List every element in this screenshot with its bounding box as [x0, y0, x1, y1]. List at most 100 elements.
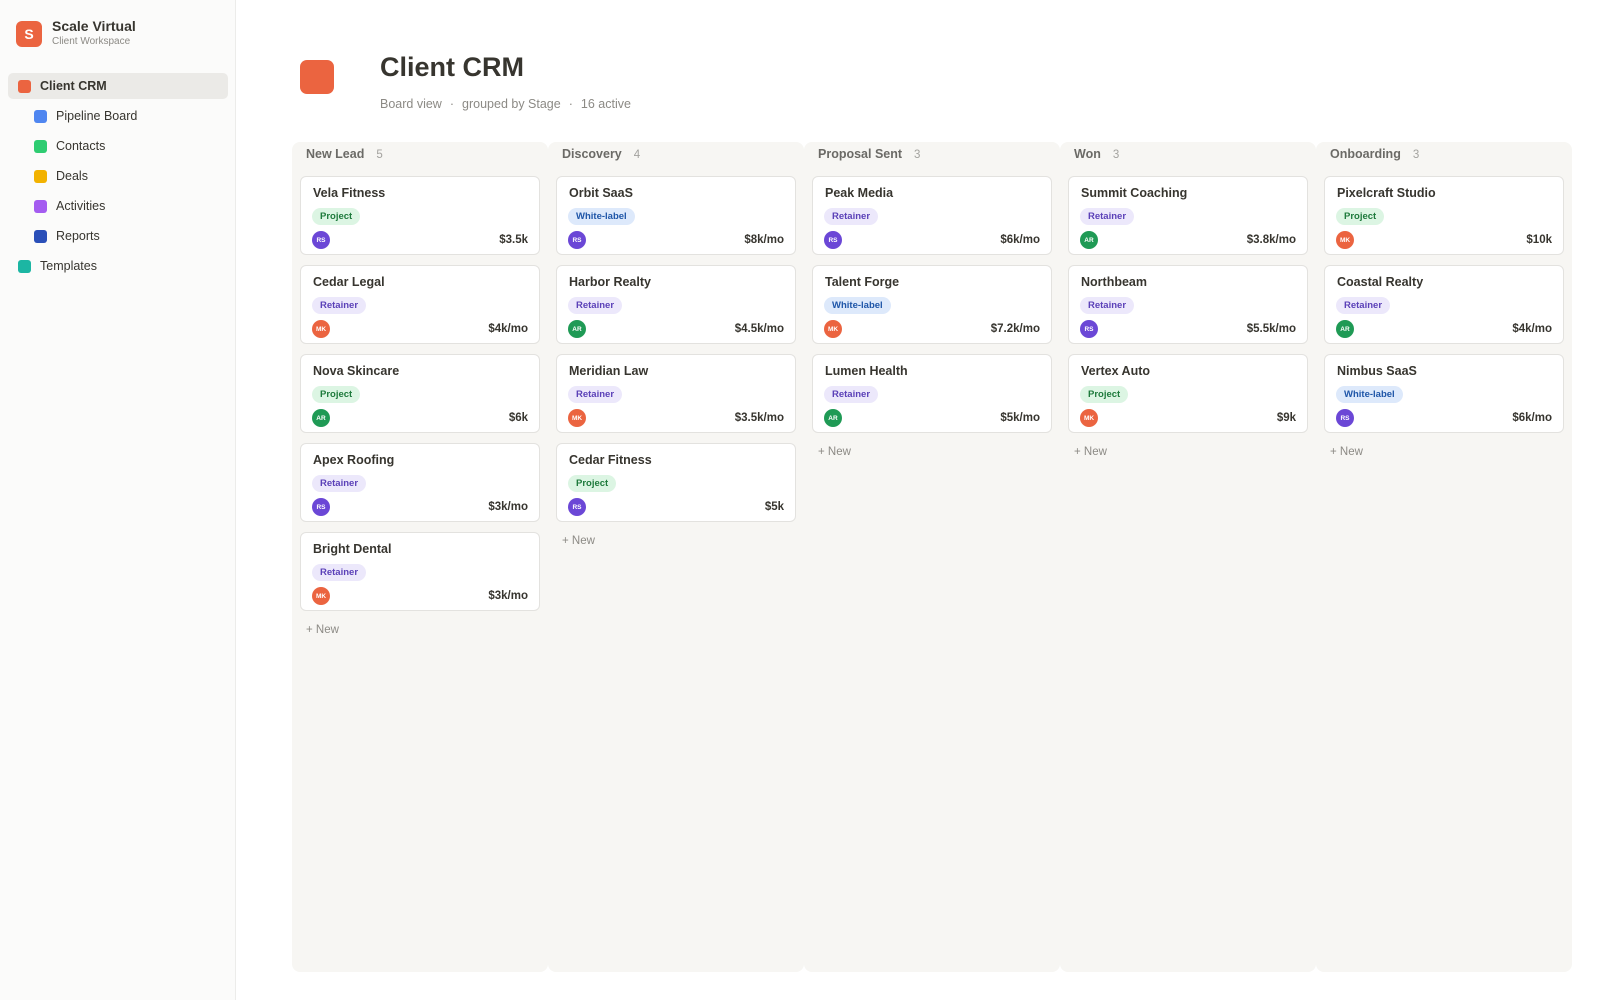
deal-card[interactable]: Cedar Legal Retainer MK $4k/mo — [300, 265, 540, 344]
deal-card[interactable]: Northbeam Retainer RS $5.5k/mo — [1068, 265, 1308, 344]
column-header[interactable]: Onboarding 3 — [1330, 147, 1419, 161]
grouping-label: grouped by Stage — [462, 97, 561, 111]
deal-amount: $4k/mo — [488, 323, 528, 335]
deal-amount: $6k/mo — [1512, 412, 1552, 424]
sidebar-item-deals[interactable]: Deals — [8, 163, 228, 189]
deal-card[interactable]: Nimbus SaaS White-label RS $6k/mo — [1324, 354, 1564, 433]
add-card-button[interactable]: + New — [306, 624, 339, 636]
deal-card[interactable]: Apex Roofing Retainer RS $3k/mo — [300, 443, 540, 522]
card-title: Coastal Realty — [1337, 275, 1424, 289]
column-count: 4 — [633, 149, 641, 161]
deal-type-tag: Project — [1336, 208, 1385, 225]
deal-card[interactable]: Harbor Realty Retainer AR $4.5k/mo — [556, 265, 796, 344]
sidebar-item-label: Activities — [56, 199, 106, 213]
sidebar-item-client-crm[interactable]: Client CRM — [8, 73, 228, 99]
card-title: Northbeam — [1081, 275, 1147, 289]
deal-card[interactable]: Bright Dental Retainer MK $3k/mo — [300, 532, 540, 611]
owner-avatar: AR — [312, 409, 330, 427]
card-title: Meridian Law — [569, 364, 649, 378]
deal-type-tag: Project — [568, 475, 617, 492]
view-type: Board view — [380, 97, 442, 111]
deal-type-tag: Project — [312, 208, 361, 225]
deal-card[interactable]: Orbit SaaS White-label RS $8k/mo — [556, 176, 796, 255]
deal-amount: $4k/mo — [1512, 323, 1552, 335]
card-title: Harbor Realty — [569, 275, 651, 289]
deal-type-tag: White-label — [1336, 386, 1403, 403]
deal-card[interactable]: Lumen Health Retainer AR $5k/mo — [812, 354, 1052, 433]
card-title: Apex Roofing — [313, 453, 395, 467]
deal-type-tag: Retainer — [312, 475, 367, 492]
column-header[interactable]: Won 3 — [1074, 147, 1119, 161]
column-discovery: Discovery 4 Orbit SaaS White-label RS $8k/mo H… — [548, 142, 804, 972]
deal-type-tag: Retainer — [312, 564, 367, 581]
add-card-button[interactable]: + New — [1074, 446, 1107, 458]
page-meta: Board view · grouped by Stage · 16 activ… — [380, 97, 631, 111]
add-card-button[interactable]: + New — [1330, 446, 1363, 458]
column-count: 5 — [376, 149, 383, 161]
column-header[interactable]: Proposal Sent 3 — [818, 147, 920, 161]
column-header[interactable]: Discovery 4 — [562, 147, 640, 161]
sidebar-item-label: Deals — [56, 169, 88, 183]
deal-card[interactable]: Coastal Realty Retainer AR $4k/mo — [1324, 265, 1564, 344]
deal-card[interactable]: Vertex Auto Project MK $9k — [1068, 354, 1308, 433]
deal-type-tag: Retainer — [312, 297, 367, 314]
sidebar-item-label: Templates — [40, 259, 97, 273]
deal-amount: $9k — [1276, 412, 1296, 424]
deal-card[interactable]: Cedar Fitness Project RS $5k — [556, 443, 796, 522]
column-new-lead: New Lead 5 Vela Fitness Project RS $3.5k Cedar… — [292, 142, 548, 972]
column-count: 3 — [914, 149, 921, 161]
deal-type-tag: Project — [1080, 386, 1129, 403]
card-title: Nova Skincare — [313, 364, 400, 378]
column-title: Discovery — [562, 147, 622, 161]
deal-amount: $7.2k/mo — [990, 323, 1040, 335]
deal-card[interactable]: Pixelcraft Studio Project MK $10k — [1324, 176, 1564, 255]
deal-card[interactable]: Summit Coaching Retainer AR $3.8k/mo — [1068, 176, 1308, 255]
sidebar-item-label: Pipeline Board — [56, 109, 138, 123]
active-count: 16 active — [580, 97, 631, 111]
sidebar-item-templates[interactable]: Templates — [8, 253, 228, 279]
deal-type-tag: White-label — [568, 208, 635, 225]
column-title: Won — [1074, 147, 1101, 161]
column-title: Onboarding — [1330, 147, 1401, 161]
deal-card[interactable]: Nova Skincare Project AR $6k — [300, 354, 540, 433]
deal-card[interactable]: Meridian Law Retainer MK $3.5k/mo — [556, 354, 796, 433]
sidebar-item-pipeline-board[interactable]: Pipeline Board — [8, 103, 228, 129]
card-title: Nimbus SaaS — [1337, 364, 1417, 378]
owner-avatar: MK — [568, 409, 586, 427]
deal-type-tag: Project — [312, 386, 361, 403]
sidebar-item-label: Client CRM — [40, 79, 107, 93]
sidebar-item-contacts[interactable]: Contacts — [8, 133, 228, 159]
workspace-switcher[interactable]: S Scale Virtual Client Workspace — [16, 18, 136, 49]
deal-amount: $3.5k — [499, 234, 528, 246]
card-title: Peak Media — [825, 186, 894, 200]
deal-card[interactable]: Peak Media Retainer RS $6k/mo — [812, 176, 1052, 255]
card-title: Cedar Fitness — [569, 453, 652, 467]
deal-card[interactable]: Vela Fitness Project RS $3.5k — [300, 176, 540, 255]
sidebar-item-activities[interactable]: Activities — [8, 193, 228, 219]
deal-amount: $6k — [508, 412, 528, 424]
deal-type-tag: Retainer — [1080, 208, 1135, 225]
deal-type-tag: White-label — [824, 297, 891, 314]
column-header[interactable]: New Lead 5 — [306, 147, 383, 161]
workspace-subtitle: Client Workspace — [52, 36, 131, 47]
deal-amount: $5k — [764, 501, 784, 513]
page-color-icon — [18, 259, 31, 273]
owner-avatar: MK — [312, 587, 330, 605]
deal-amount: $10k — [1526, 234, 1552, 246]
deal-card[interactable]: Talent Forge White-label MK $7.2k/mo — [812, 265, 1052, 344]
deal-type-tag: Retainer — [1080, 297, 1135, 314]
page-title: Client CRM — [380, 52, 524, 82]
meta-separator: · — [568, 97, 573, 111]
card-title: Pixelcraft Studio — [1337, 186, 1436, 200]
owner-avatar: RS — [1336, 409, 1354, 427]
deal-amount: $3.8k/mo — [1246, 234, 1296, 246]
page-color-icon — [34, 109, 47, 123]
meta-separator: · — [449, 97, 455, 111]
sidebar-item-reports[interactable]: Reports — [8, 223, 228, 249]
add-card-button[interactable]: + New — [562, 535, 595, 547]
page-color-icon — [18, 79, 31, 93]
owner-avatar: RS — [824, 231, 842, 249]
card-title: Talent Forge — [825, 275, 900, 289]
add-card-button[interactable]: + New — [818, 446, 851, 458]
page-icon — [300, 60, 334, 94]
